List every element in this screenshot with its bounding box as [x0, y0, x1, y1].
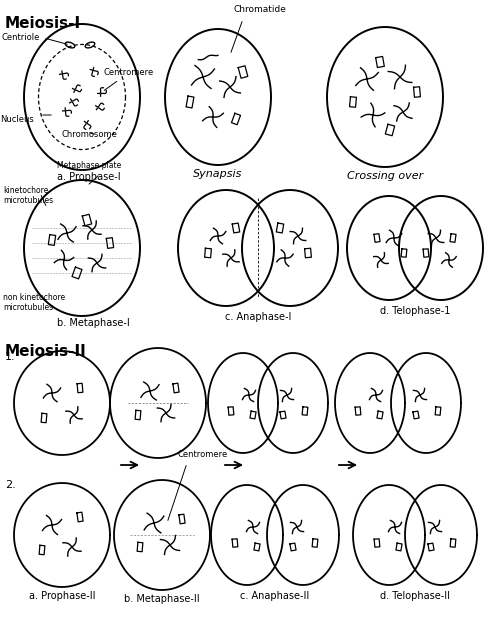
Text: kinetochore
microtubules: kinetochore microtubules	[3, 186, 53, 205]
Text: b. Metaphase-II: b. Metaphase-II	[124, 594, 200, 604]
Text: c. Anaphase-I: c. Anaphase-I	[225, 312, 291, 322]
Text: a. Prophase-II: a. Prophase-II	[29, 591, 95, 601]
Text: non kinetochore
microtubules: non kinetochore microtubules	[3, 293, 65, 312]
Text: Centromere: Centromere	[177, 450, 227, 459]
Text: 1.: 1.	[5, 352, 16, 362]
Text: d. Telophase-II: d. Telophase-II	[380, 591, 450, 601]
Text: Chromatide: Chromatide	[233, 5, 286, 14]
Text: Centriole: Centriole	[2, 33, 68, 44]
Text: 2.: 2.	[5, 480, 16, 490]
Text: b. Metaphase-I: b. Metaphase-I	[57, 318, 130, 328]
Text: Synapsis: Synapsis	[194, 169, 243, 179]
Text: d. Telophase-1: d. Telophase-1	[380, 306, 450, 316]
Text: a. Prophase-I: a. Prophase-I	[57, 172, 120, 182]
Text: c. Anaphase-II: c. Anaphase-II	[240, 591, 309, 601]
Text: Nucleus: Nucleus	[0, 115, 34, 124]
Text: Centromere: Centromere	[104, 68, 154, 90]
Text: Meiosis-I: Meiosis-I	[5, 16, 81, 31]
Text: Meiosis-II: Meiosis-II	[5, 344, 87, 359]
Text: Chromosome: Chromosome	[62, 130, 118, 139]
Text: Metaphase plate: Metaphase plate	[57, 161, 121, 170]
Text: Crossing over: Crossing over	[347, 171, 423, 181]
